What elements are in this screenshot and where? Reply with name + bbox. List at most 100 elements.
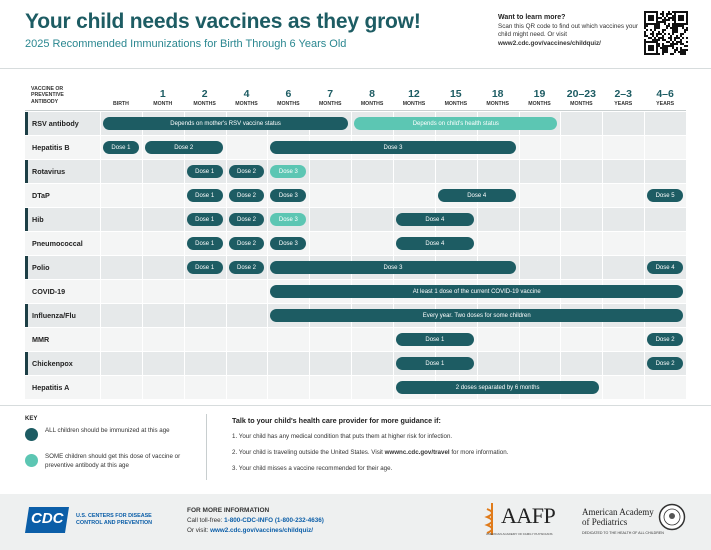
header-rule (0, 68, 711, 69)
row-marker (25, 208, 28, 231)
qr-module (660, 17, 662, 19)
aafp-logo: AAFP (501, 503, 556, 528)
qr-module (668, 17, 670, 19)
title: Your child needs vaccines as they grow! (25, 10, 421, 33)
vaccine-name: Hepatitis A (32, 383, 70, 392)
qr-module (684, 51, 686, 53)
qr-module (654, 25, 656, 27)
age-number: 2 (201, 88, 208, 100)
qr-module (656, 25, 658, 27)
column-divider (141, 256, 143, 279)
age-unit: YEARS (656, 101, 675, 107)
qr-module (676, 25, 678, 27)
guidance-item: 3. Your child misses a vaccine recommend… (232, 465, 392, 472)
qr-module (670, 45, 672, 47)
qr-module (676, 29, 678, 31)
text: for more information. (449, 449, 509, 456)
qr-module (666, 49, 668, 51)
column-divider (434, 160, 436, 183)
qr-module (644, 27, 646, 29)
age-unit: MONTH (153, 101, 173, 107)
qr-module (670, 13, 672, 15)
column-divider (267, 304, 269, 327)
column-divider (434, 184, 436, 207)
qr-module (682, 49, 684, 51)
column-divider (100, 304, 101, 327)
qr-module (684, 49, 686, 51)
column-divider (602, 136, 604, 159)
dose-bar: Dose 1 (186, 213, 223, 226)
age-number: 8 (369, 88, 375, 100)
column-divider (183, 352, 185, 375)
qr-module (658, 43, 660, 45)
qr-module (658, 45, 660, 47)
qr-module (682, 53, 684, 55)
qr-module (668, 11, 670, 13)
column-divider (183, 232, 185, 255)
column-divider (267, 376, 269, 399)
qr-module (662, 45, 664, 47)
qr-module (664, 49, 666, 51)
column-divider (183, 376, 185, 399)
age-unit: MONTHS (360, 101, 384, 107)
dose-label: Dose 1 (111, 144, 131, 151)
age-unit: MONTHS (528, 101, 551, 107)
column-divider (183, 256, 185, 279)
dose-bar: Dose 5 (647, 189, 684, 202)
column-divider (518, 184, 520, 207)
dose-bar: Dose 1 (186, 261, 223, 274)
age-unit: MONTHS (235, 101, 258, 107)
qr-module (680, 33, 682, 35)
qr-module (684, 31, 686, 33)
column-divider (602, 232, 604, 255)
column-divider (644, 232, 646, 255)
dose-label: Dose 4 (655, 264, 675, 271)
qr-module (682, 43, 684, 45)
qr-module (648, 15, 654, 21)
dose-bar: Dose 3 (270, 237, 307, 250)
age-unit: BIRTH (113, 101, 129, 107)
column-divider (351, 184, 353, 207)
column-divider (100, 280, 101, 303)
column-divider (393, 160, 395, 183)
column-divider (393, 328, 395, 351)
dose-label: Dose 2 (237, 240, 257, 247)
qr-module (672, 27, 674, 29)
column-divider (518, 160, 520, 183)
qr-module (664, 33, 666, 35)
column-divider (309, 208, 311, 231)
column-divider (602, 256, 604, 279)
column-divider (309, 376, 311, 399)
vaccine-name: MMR (32, 335, 50, 344)
age-unit: YEARS (614, 101, 633, 107)
qr-module (672, 53, 674, 55)
dose-bar: Dose 4 (647, 261, 684, 274)
dose-label: Dose 2 (655, 336, 675, 343)
qr-module (668, 37, 670, 39)
qr-module (662, 39, 664, 41)
qr-module (670, 27, 672, 29)
column-divider (518, 328, 520, 351)
qr-module (668, 23, 670, 25)
column-divider (351, 376, 353, 399)
qr-module (662, 49, 664, 51)
qr-module (666, 13, 668, 15)
qr-module (678, 51, 680, 53)
qr-module (666, 41, 668, 43)
column-divider (393, 184, 395, 207)
qr-module (662, 19, 664, 21)
vaccine-name: Chickenpox (32, 359, 73, 368)
qr-module (644, 31, 646, 33)
age-number: 2–3 (614, 88, 632, 100)
column-divider (309, 328, 311, 351)
qr-module (680, 49, 682, 51)
column-divider (225, 256, 227, 279)
qr-module (682, 25, 684, 27)
dose-label: Depends on mother's RSV vaccine status (170, 120, 281, 127)
column-divider (183, 328, 185, 351)
qr-module (676, 37, 678, 39)
qr-module (658, 17, 660, 19)
info-line: Or visit: www2.cdc.gov/vaccines/childqui… (187, 527, 313, 534)
column-divider (602, 112, 604, 135)
column-divider (267, 136, 269, 159)
